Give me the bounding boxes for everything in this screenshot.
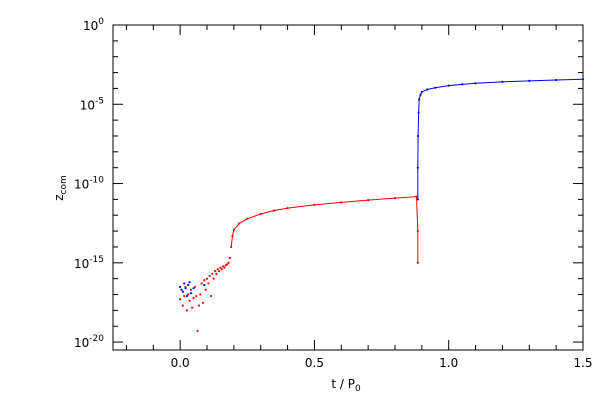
plot-frame	[112, 24, 584, 351]
y-tick-label-exponent: -5	[95, 96, 104, 106]
y-tick-label-base: 10	[80, 98, 95, 112]
x-axis-label-main: t / P	[331, 377, 355, 391]
data-point	[184, 287, 187, 290]
data-point	[208, 274, 211, 277]
data-point	[191, 306, 194, 309]
data-point	[189, 288, 192, 291]
data-point	[187, 283, 190, 287]
series-trace	[230, 196, 419, 263]
y-tick-label: 10-15	[74, 255, 104, 271]
data-point	[213, 269, 217, 273]
data-point	[192, 287, 195, 290]
data-point	[223, 266, 226, 269]
data-point	[183, 282, 186, 285]
data-point	[183, 294, 186, 298]
data-point	[207, 282, 210, 285]
series-trace	[417, 78, 584, 200]
data-point	[189, 292, 192, 295]
y-tick-label-base: 10	[74, 257, 89, 271]
data-point	[188, 281, 191, 284]
y-axis-label: zcom	[52, 175, 69, 201]
axis-ticks	[113, 24, 584, 350]
data-point	[216, 268, 219, 271]
data-point	[196, 329, 199, 333]
data-point	[227, 261, 230, 264]
data-point	[200, 282, 203, 285]
y-tick-label: 100	[83, 17, 104, 33]
data-point	[201, 301, 205, 304]
data-point	[199, 293, 202, 296]
data-point	[205, 277, 209, 280]
data-point	[209, 294, 213, 298]
data-point	[219, 266, 222, 269]
data-point	[212, 277, 215, 280]
data-point	[185, 309, 188, 312]
data-point	[203, 283, 206, 287]
y-tick-label-base: 10	[74, 336, 89, 350]
y-tick-label: 10-5	[80, 96, 104, 112]
x-axis-label-subscript: 0	[355, 384, 361, 394]
x-tick-label: 1.0	[439, 356, 458, 370]
series-1	[179, 78, 585, 298]
data-point	[211, 272, 214, 275]
y-tick-label-exponent: -20	[89, 334, 104, 344]
data-point	[187, 293, 190, 296]
series-0	[179, 195, 419, 333]
x-tick-label: 0.0	[171, 356, 190, 370]
data-point	[416, 198, 419, 201]
data-point	[192, 296, 195, 300]
data-point	[220, 268, 223, 271]
y-axis-label-main: z	[52, 194, 66, 200]
data-point	[188, 299, 191, 302]
x-tick-label: 0.5	[305, 356, 324, 370]
data-point	[215, 272, 218, 275]
data-point	[228, 256, 231, 260]
x-axis-label: t / P0	[331, 377, 361, 394]
y-tick-label-base: 10	[83, 19, 98, 33]
y-tick-label-exponent: -10	[89, 176, 104, 186]
data-point	[180, 288, 183, 291]
data-point	[181, 304, 184, 307]
y-tick-label-exponent: -15	[89, 255, 104, 265]
data-point	[204, 288, 207, 291]
data-point	[179, 285, 182, 289]
data-point	[197, 304, 201, 307]
data-points	[179, 78, 585, 333]
y-tick-label-base: 10	[74, 178, 89, 192]
data-point	[226, 263, 229, 266]
x-tick-labels: 0.0 0.5 1.0 1.5	[171, 356, 593, 370]
data-point	[181, 290, 184, 293]
y-tick-label: 10-10	[74, 176, 104, 192]
y-tick-label-exponent: 0	[98, 17, 104, 27]
x-tick-label: 1.5	[573, 356, 592, 370]
data-point	[185, 294, 188, 298]
data-point	[195, 294, 198, 298]
y-tick-label: 10-20	[74, 334, 104, 350]
y-axis-label-subscript: com	[59, 175, 69, 194]
data-point	[179, 298, 182, 301]
data-point	[217, 269, 221, 273]
data-point	[203, 279, 206, 282]
data-point	[416, 261, 419, 264]
